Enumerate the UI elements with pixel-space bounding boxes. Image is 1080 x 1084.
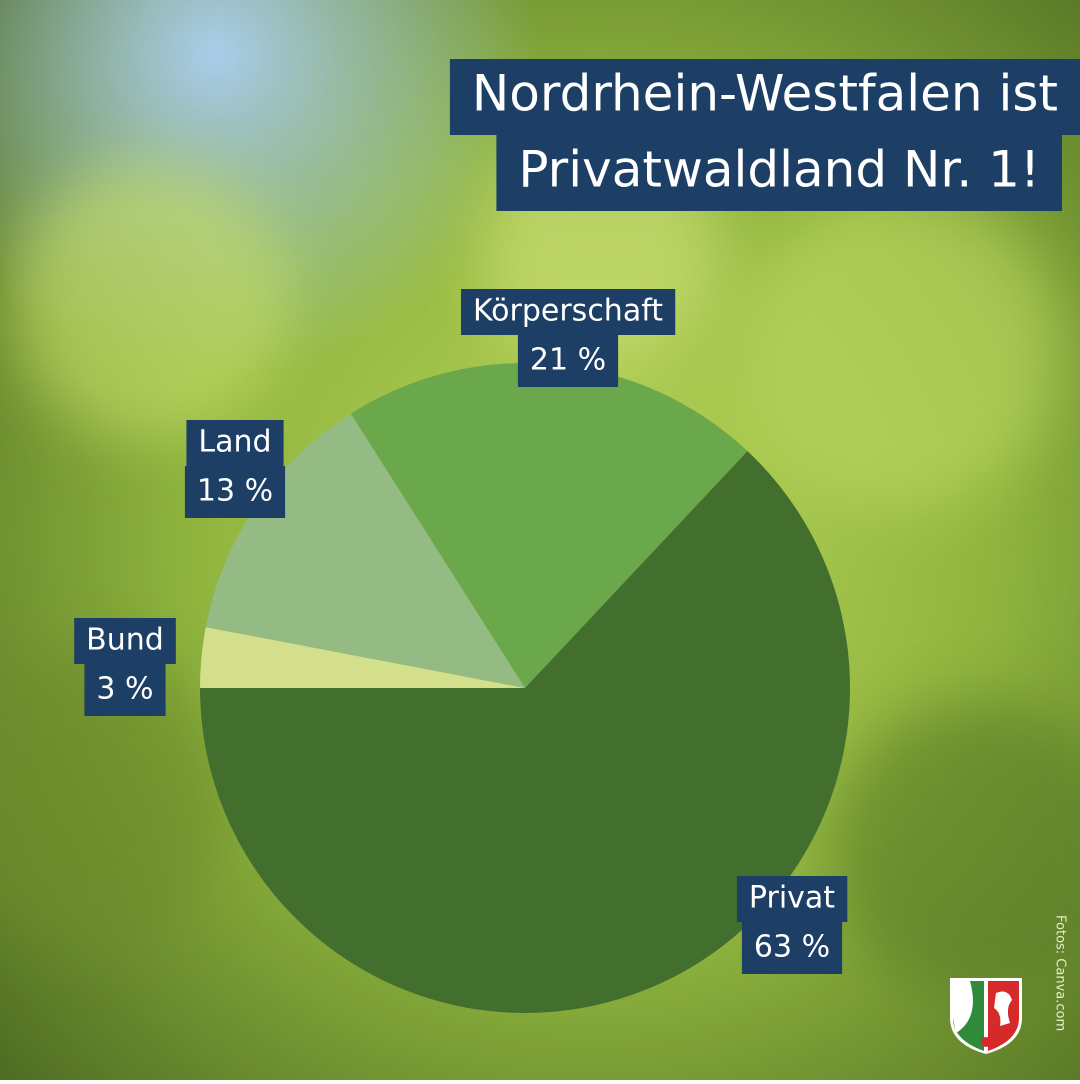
pie-slice bbox=[350, 363, 748, 688]
title-line: Nordrhein-Westfalen ist bbox=[472, 65, 1058, 123]
slice-name-box bbox=[736, 876, 848, 922]
title-line: Privatwaldland Nr. 1! bbox=[518, 141, 1040, 199]
slice-labels: Bund 3 % Land 13 % Körperschaft 21 % Privat 63 … bbox=[74, 289, 848, 974]
slice-value: 21 % bbox=[530, 343, 606, 378]
slice-name-box bbox=[186, 420, 284, 466]
slice-name: Privat bbox=[749, 881, 835, 916]
slice-value-box bbox=[517, 335, 619, 387]
pie-slice bbox=[205, 413, 525, 688]
pie-slice bbox=[200, 627, 525, 688]
pie-slice bbox=[200, 451, 850, 1014]
slice-name: Land bbox=[198, 425, 271, 460]
slice-value-box bbox=[84, 664, 166, 716]
slice-name-box bbox=[460, 289, 676, 335]
pie-chart bbox=[200, 363, 850, 1014]
slice-value: 13 % bbox=[197, 474, 273, 509]
nrw-crest bbox=[950, 978, 1022, 1054]
slice-value: 63 % bbox=[754, 930, 830, 965]
slice-value: 3 % bbox=[96, 672, 153, 707]
title-line-box bbox=[496, 135, 1062, 211]
title-line-box bbox=[449, 59, 1080, 135]
slice-value-box bbox=[741, 922, 843, 974]
slice-name: Bund bbox=[86, 623, 164, 658]
slice-name-box bbox=[74, 618, 176, 664]
slice-name: Körperschaft bbox=[473, 294, 663, 329]
title: Nordrhein-Westfalen ist Privatwaldland Nr… bbox=[449, 59, 1080, 211]
slice-value-box bbox=[184, 466, 286, 518]
photo-credit: Fotos: Canva.com bbox=[1053, 915, 1068, 1031]
